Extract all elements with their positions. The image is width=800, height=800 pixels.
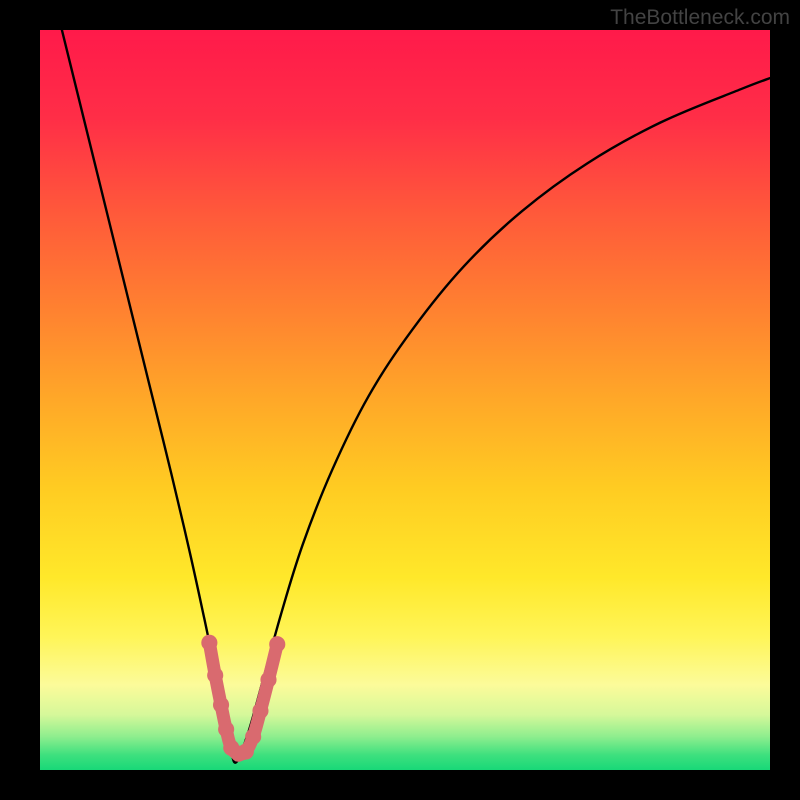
marker-dot: [201, 635, 217, 651]
watermark-text: TheBottleneck.com: [610, 6, 790, 30]
marker-dot: [207, 667, 223, 683]
bottleneck-chart: [0, 0, 800, 800]
marker-dot: [213, 697, 229, 713]
marker-dot: [238, 743, 254, 759]
gradient-plot-area: [40, 30, 770, 770]
marker-dot: [245, 729, 261, 745]
marker-dot: [218, 721, 234, 737]
marker-dot: [260, 672, 276, 688]
marker-dot: [269, 636, 285, 652]
marker-dot: [252, 703, 268, 719]
